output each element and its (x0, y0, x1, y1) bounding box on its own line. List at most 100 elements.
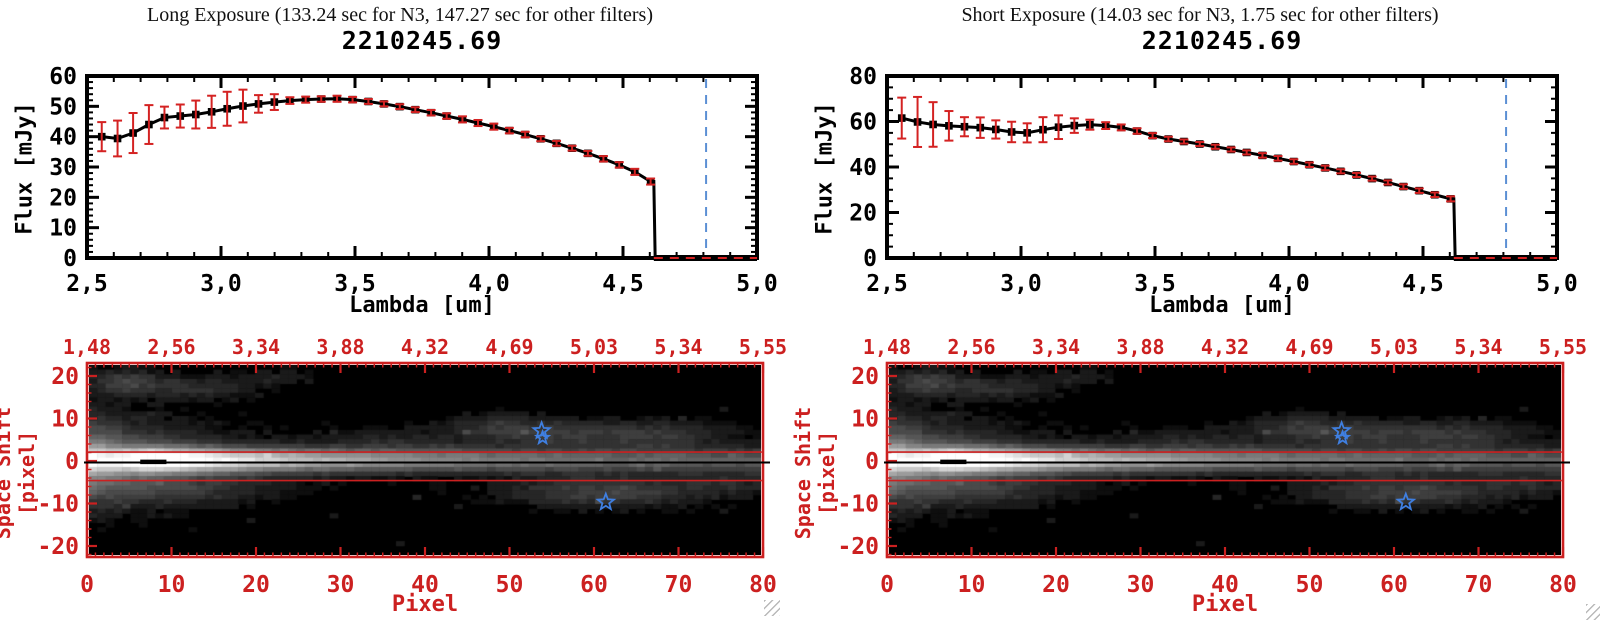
y-tick-label: 50 (49, 94, 77, 120)
y-tick-label: 60 (849, 110, 877, 136)
panel-long-exposure: Long Exposure (133.24 sec for N3, 147.27… (0, 4, 787, 617)
y-tick-label: 0 (863, 246, 877, 272)
x-tick-label: 5,0 (736, 271, 778, 297)
shift-tick-label: 10 (51, 407, 79, 433)
pixel-axis-label: Pixel (1191, 592, 1259, 617)
pixel-tick-label: 80 (1549, 572, 1577, 598)
panel-title: Long Exposure (133.24 sec for N3, 147.27… (147, 4, 653, 26)
wavelength-tick-label: 5,03 (1370, 335, 1418, 359)
star-marker (595, 491, 617, 512)
shift-tick-label: -20 (837, 534, 879, 560)
space-shift-axis-label: Space Shift [pixel] (0, 406, 39, 540)
pixel-tick-label: 0 (880, 572, 894, 598)
detector-image (889, 365, 1561, 555)
x-tick-label: 4,5 (1402, 271, 1444, 297)
flux-axis-label: Flux [mJy] (812, 102, 838, 235)
wavelength-tick-label: 3,34 (1032, 335, 1080, 359)
x-tick-label: 3,5 (334, 271, 376, 297)
wavelength-tick-label: 5,34 (654, 335, 702, 359)
resize-grip[interactable] (764, 600, 780, 616)
star-marker (533, 428, 552, 446)
wavelength-tick-label: 5,55 (739, 335, 787, 359)
y-tick-label: 80 (849, 64, 877, 90)
pixel-tick-label: 80 (749, 572, 777, 598)
pixel-tick-label: 50 (496, 572, 524, 598)
spectrum-chart: 2,5 3,0 3,5 4,0 4,5 5,0 0 10 20 30 40 50 60 (49, 64, 778, 297)
y-tick-label: 0 (63, 246, 77, 272)
star-marker (1333, 428, 1352, 446)
image-frame (85, 361, 765, 559)
pixel-tick-label: 0 (80, 572, 94, 598)
detector-image-axes: 1,48 2,56 3,34 3,88 4,32 4,69 5,03 5,34 5,55 0 10 2… (37, 335, 787, 598)
pixel-tick-label: 60 (1380, 572, 1408, 598)
shift-tick-label: -20 (37, 534, 79, 560)
star-marker (1395, 491, 1417, 512)
resize-grip[interactable] (1586, 604, 1600, 620)
wavelength-tick-label: 4,69 (1285, 335, 1333, 359)
y-tick-label: 40 (849, 155, 877, 181)
shift-tick-label: 10 (851, 407, 879, 433)
shift-tick-label: -10 (37, 492, 79, 518)
detector-image-axes: 1,48 2,56 3,34 3,88 4,32 4,69 5,03 5,34 5,55 0 10 2… (837, 335, 1587, 598)
wavelength-tick-label: 4,32 (401, 335, 449, 359)
y-tick-label: 10 (49, 216, 77, 242)
x-tick-label: 5,0 (1536, 271, 1578, 297)
y-tick-label: 60 (49, 64, 77, 90)
pixel-tick-label: 20 (1042, 572, 1070, 598)
pixel-tick-label: 40 (411, 572, 439, 598)
lambda-axis-label: Lambda [um] (1149, 293, 1295, 318)
wavelength-tick-label: 4,69 (485, 335, 533, 359)
pixel-tick-label: 10 (958, 572, 986, 598)
wavelength-tick-label: 3,34 (232, 335, 280, 359)
shift-tick-label: 20 (851, 364, 879, 390)
wavelength-tick-label: 2,56 (947, 335, 995, 359)
pixel-tick-label: 70 (1465, 572, 1493, 598)
pixel-tick-label: 60 (580, 572, 608, 598)
x-tick-label: 3,5 (1134, 271, 1176, 297)
flux-axis-label: Flux [mJy] (12, 102, 38, 235)
wavelength-tick-label: 5,55 (1539, 335, 1587, 359)
space-shift-axis-label: Space Shift [pixel] (791, 406, 839, 540)
pixel-tick-label: 50 (1296, 572, 1324, 598)
chart-title: 2210245.69 (1141, 26, 1303, 55)
y-tick-label: 20 (49, 185, 77, 211)
pixel-tick-label: 70 (665, 572, 693, 598)
y-tick-label: 30 (49, 155, 77, 181)
x-tick-label: 4,0 (468, 271, 510, 297)
x-tick-label: 4,5 (602, 271, 644, 297)
panel-short-exposure: Short Exposure (14.03 sec for N3, 1.75 s… (791, 0, 1600, 630)
shift-tick-label: -10 (837, 492, 879, 518)
spectrum-chart: 2,5 3,0 3,5 4,0 4,5 5,0 0 20 40 60 80 (849, 64, 1578, 297)
wavelength-tick-label: 1,48 (863, 335, 911, 359)
spectrum-line (101, 97, 757, 260)
wavelength-tick-label: 4,32 (1201, 335, 1249, 359)
wavelength-tick-label: 1,48 (63, 335, 111, 359)
pixel-tick-label: 30 (1127, 572, 1155, 598)
lambda-axis-label: Lambda [um] (349, 293, 495, 318)
shift-tick-label: 20 (51, 364, 79, 390)
x-tick-label: 4,0 (1268, 271, 1310, 297)
wavelength-tick-label: 5,34 (1454, 335, 1502, 359)
y-tick-label: 40 (49, 125, 77, 151)
pixel-axis-label: Pixel (391, 592, 459, 617)
wavelength-tick-label: 2,56 (147, 335, 195, 359)
pixel-tick-label: 20 (242, 572, 270, 598)
shift-tick-label: 0 (865, 449, 879, 475)
x-tick-label: 3,0 (1000, 271, 1042, 297)
pixel-tick-label: 30 (327, 572, 355, 598)
plot-frame (885, 74, 1559, 260)
pixel-tick-label: 40 (1211, 572, 1239, 598)
image-frame (885, 361, 1565, 559)
pixel-tick-label: 10 (158, 572, 186, 598)
plot-frame (85, 74, 759, 260)
y-tick-label: 20 (849, 201, 877, 227)
shift-tick-label: 0 (65, 449, 79, 475)
x-tick-label: 2,5 (66, 271, 108, 297)
detector-image (89, 365, 761, 555)
wavelength-tick-label: 3,88 (316, 335, 364, 359)
wavelength-tick-label: 5,03 (570, 335, 618, 359)
panel-title: Short Exposure (14.03 sec for N3, 1.75 s… (961, 4, 1439, 26)
x-tick-label: 3,0 (200, 271, 242, 297)
chart-title: 2210245.69 (341, 26, 503, 55)
